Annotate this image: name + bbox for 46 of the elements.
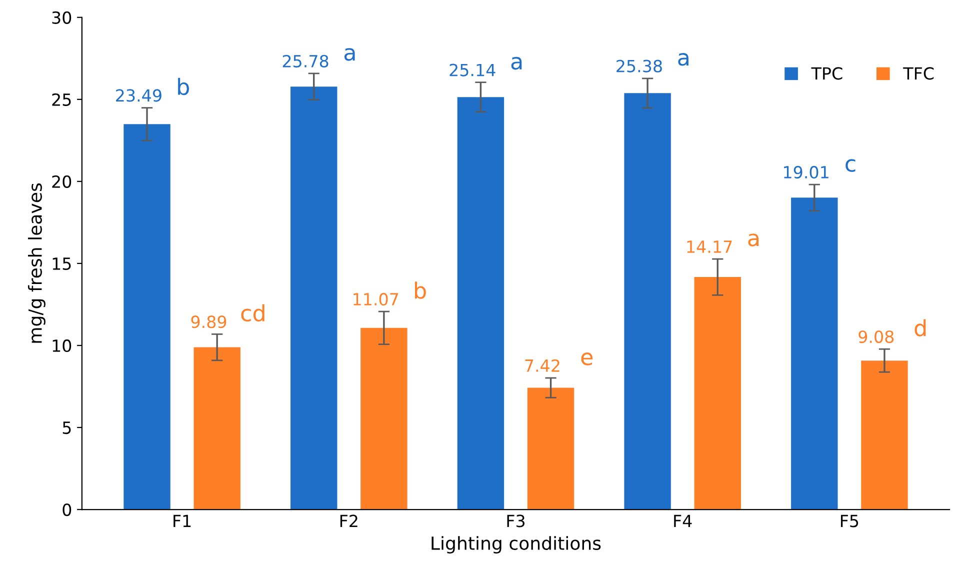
- annotation: a: [344, 48, 355, 61]
- annotation: b: [415, 282, 426, 299]
- data-label: 25.78: [282, 54, 328, 68]
- x-tick-label: F5: [840, 514, 858, 528]
- y-tick-label: 20: [52, 175, 72, 188]
- data-label: 19.01: [784, 166, 828, 179]
- legend-label: TPC: [811, 67, 842, 80]
- legend-label: TFC: [903, 67, 934, 80]
- x-tick-label: F2: [340, 514, 358, 528]
- annotation: cd: [241, 304, 264, 322]
- annotation: e: [581, 352, 593, 366]
- bar: [791, 198, 838, 510]
- bar: [290, 86, 338, 510]
- y-tick-label: 25: [52, 93, 71, 106]
- data-label: 14.17: [687, 240, 732, 253]
- bar: [194, 347, 240, 510]
- annotation: c: [846, 159, 856, 172]
- annotation: d: [914, 319, 926, 336]
- annotation: a: [678, 52, 688, 66]
- bar: [360, 328, 408, 510]
- x-tick-label: F1: [174, 514, 191, 528]
- y-tick-label: 15: [52, 258, 71, 270]
- bar: [457, 97, 504, 510]
- bar: [624, 93, 671, 510]
- annotation: b: [178, 78, 189, 96]
- bar: [694, 277, 741, 510]
- data-label: 7.42: [525, 359, 560, 372]
- bar: [527, 388, 574, 510]
- x-tick-label: F3: [507, 514, 524, 528]
- y-tick-label: 0: [62, 503, 72, 516]
- data-label: 9.89: [191, 316, 226, 328]
- y-tick-label: 30: [52, 11, 72, 24]
- x-tick-label: F4: [674, 514, 692, 528]
- annotation: a: [511, 56, 522, 70]
- x-axis-title: Lighting conditions: [432, 536, 601, 554]
- data-label: 25.14: [450, 64, 496, 76]
- data-label: 9.08: [858, 330, 894, 344]
- data-label: 11.07: [354, 292, 398, 306]
- bar: [124, 124, 170, 510]
- annotation: a: [748, 234, 759, 246]
- data-label: 25.38: [616, 60, 662, 72]
- y-axis-title: mg/g fresh leaves: [28, 183, 46, 343]
- y-tick-label: 5: [62, 422, 71, 434]
- data-label: 23.49: [116, 89, 162, 102]
- y-tick-label: 10: [52, 339, 72, 352]
- bar: [861, 360, 908, 510]
